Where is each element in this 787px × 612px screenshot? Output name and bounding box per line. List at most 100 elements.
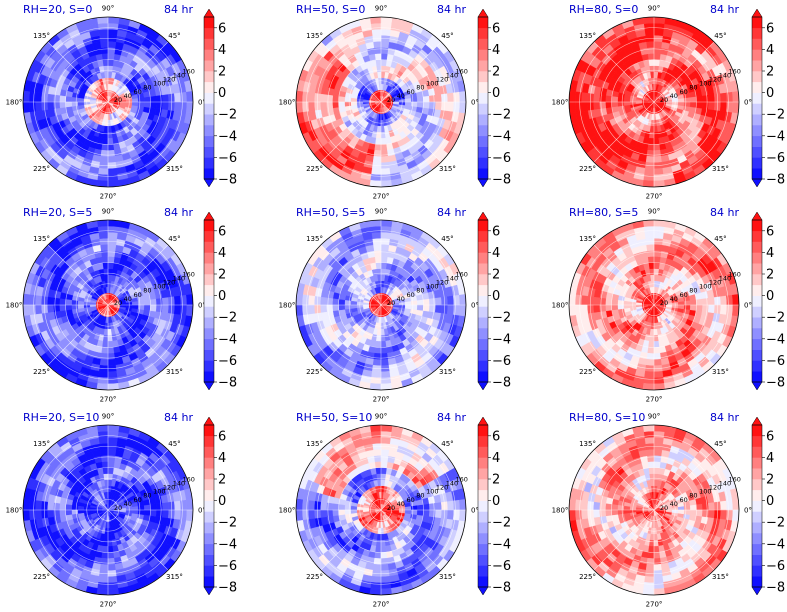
colorbar-tick-label: 2 <box>766 268 774 283</box>
colorbar-level <box>478 317 488 329</box>
radius-tick-label: 140 <box>173 72 185 80</box>
contour-cell <box>453 101 461 113</box>
colorbar-level <box>752 230 762 242</box>
colorbar-tick-label: −6 <box>492 151 511 166</box>
contour-cell <box>593 101 601 111</box>
radius-tick-label: 20 <box>660 299 668 307</box>
contour-cell <box>307 295 316 306</box>
contour-cell <box>47 304 55 314</box>
contour-cell <box>137 304 145 310</box>
colorbar-tick-label: −8 <box>492 173 511 188</box>
contour-cell <box>155 509 163 518</box>
colorbar-level <box>204 360 214 372</box>
colorbar-tick-label: −6 <box>492 354 511 369</box>
contour-cell <box>28 294 36 306</box>
radius-tick-label: 120 <box>163 76 175 84</box>
colorbar-level <box>752 349 762 361</box>
grid-spoke <box>380 41 442 103</box>
radius-tick-label: 80 <box>143 84 151 92</box>
panel-time-label: 84 hr <box>437 3 466 16</box>
theta-tick-label: 225° <box>306 368 323 376</box>
radius-tick-label: 160 <box>729 270 741 278</box>
contour-cell <box>332 101 340 109</box>
contour-cell <box>107 53 115 61</box>
colorbar-tick-label: −6 <box>218 354 237 369</box>
contour-cell <box>371 231 382 240</box>
contour-cell <box>422 101 430 109</box>
contour-cell <box>107 244 117 252</box>
colorbar-level <box>204 371 214 383</box>
colorbar-tick-label: 4 <box>766 43 774 58</box>
contour-cell <box>370 377 382 385</box>
panel-title: RH=80, S=5 <box>569 206 638 219</box>
contour-cell <box>410 304 418 310</box>
contour-cell <box>180 304 188 316</box>
theta-tick-label: 315° <box>712 368 729 376</box>
contour-cell <box>380 53 388 61</box>
contour-cell <box>65 299 73 306</box>
colorbar-level <box>478 17 488 29</box>
theta-tick-label: 270° <box>646 193 663 201</box>
contour-cell <box>65 504 73 511</box>
contour-cell <box>100 250 109 258</box>
contour-cell <box>653 352 662 360</box>
contour-cell <box>574 304 582 316</box>
contour-cell <box>653 220 666 227</box>
theta-tick-label: 225° <box>33 165 50 173</box>
contour-cell <box>580 101 589 112</box>
colorbar-level <box>478 220 488 232</box>
contour-cell <box>459 293 466 306</box>
colorbar-tick-label: −2 <box>218 311 237 326</box>
polar-frame <box>22 16 194 188</box>
contour-cell <box>374 143 382 151</box>
polar-panel-6: 90°45°0°315°270°225°180°135°204060801001… <box>552 206 786 404</box>
colorbar-level <box>204 306 214 318</box>
contour-cell <box>380 346 388 354</box>
contour-cell <box>28 101 36 113</box>
colorbar-level <box>478 168 488 180</box>
theta-tick-label: 0° <box>744 302 752 310</box>
contour-cell <box>155 502 163 511</box>
radius-tick-label: 160 <box>183 67 195 75</box>
contour-cell <box>53 94 61 103</box>
contour-cell <box>71 505 79 511</box>
contour-cell <box>131 304 139 310</box>
contour-cell <box>371 370 382 379</box>
contour-cell <box>380 22 392 30</box>
contour-cell <box>186 101 193 114</box>
colorbar-level <box>204 146 214 158</box>
contour-cell <box>161 304 169 314</box>
contour-cell <box>380 71 386 79</box>
contour-cell <box>642 17 655 24</box>
contour-cell <box>97 225 109 233</box>
colorbar-tick-label: 2 <box>492 268 500 283</box>
colorbar-tick-label: −8 <box>218 376 237 391</box>
contour-cell <box>653 256 661 264</box>
colorbar-level <box>204 252 214 264</box>
theta-tick-label: 135° <box>579 32 596 40</box>
colorbar-level <box>752 71 762 83</box>
contour-cell <box>100 47 109 55</box>
colorbar-tick-label: 0 <box>218 289 226 304</box>
theta-tick-label: 90° <box>375 5 387 13</box>
contour-cell <box>149 509 157 517</box>
contour-cell <box>107 262 114 270</box>
contour-cell <box>155 297 163 306</box>
contour-cell <box>375 137 382 145</box>
contour-cell <box>301 91 309 103</box>
contour-cell <box>689 304 697 311</box>
colorbar-level <box>204 220 214 232</box>
colorbar-level <box>752 360 762 372</box>
contour-cell <box>649 125 655 133</box>
contour-cell <box>599 101 607 110</box>
contour-cell <box>599 304 607 313</box>
radius-tick-label: 60 <box>406 291 414 299</box>
colorbar-level <box>752 27 762 39</box>
colorbar-level <box>204 168 214 180</box>
theta-tick-label: 90° <box>648 5 660 13</box>
contour-cell <box>100 149 109 157</box>
contour-cell <box>107 167 118 176</box>
contour-cell <box>649 328 655 336</box>
contour-cell <box>653 268 659 276</box>
